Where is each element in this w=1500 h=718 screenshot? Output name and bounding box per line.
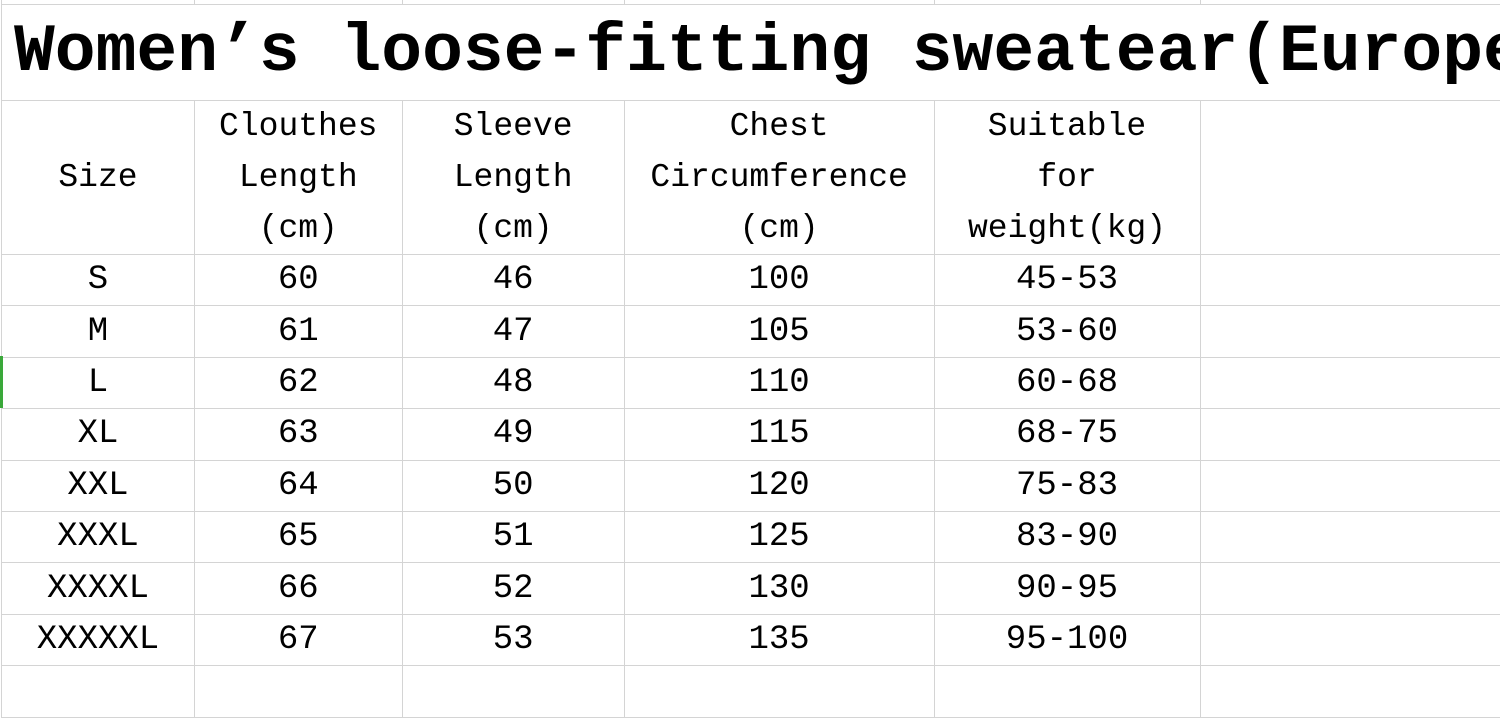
value-cell[interactable]: 46 <box>402 255 624 306</box>
value-cell[interactable]: 95-100 <box>934 614 1200 665</box>
header-line: Circumference <box>625 152 934 203</box>
value-cell[interactable]: 65 <box>194 511 402 562</box>
cell[interactable] <box>1200 614 1500 665</box>
value-cell[interactable]: 52 <box>402 563 624 614</box>
size-cell[interactable]: XXXXL <box>2 563 195 614</box>
cell[interactable] <box>1200 460 1500 511</box>
value-cell[interactable]: 100 <box>624 255 934 306</box>
value-cell[interactable]: 105 <box>624 306 934 357</box>
value-cell[interactable]: 60 <box>194 255 402 306</box>
value-cell[interactable]: 66 <box>194 563 402 614</box>
cell[interactable] <box>1200 306 1500 357</box>
value-cell[interactable]: 45-53 <box>934 255 1200 306</box>
value-cell[interactable]: 120 <box>624 460 934 511</box>
value-cell[interactable]: 61 <box>194 306 402 357</box>
value-cell[interactable]: 49 <box>402 409 624 460</box>
value-cell[interactable]: 110 <box>624 357 934 408</box>
value-cell[interactable]: 47 <box>402 306 624 357</box>
cell[interactable] <box>1200 563 1500 614</box>
header-line: (cm) <box>403 203 624 254</box>
size-cell[interactable]: S <box>2 255 195 306</box>
cell[interactable] <box>2 666 195 717</box>
size-cell[interactable]: XL <box>2 409 195 460</box>
value-cell[interactable]: 63 <box>194 409 402 460</box>
value-cell[interactable]: 125 <box>624 511 934 562</box>
value-cell[interactable]: 90-95 <box>934 563 1200 614</box>
cell[interactable] <box>1200 511 1500 562</box>
cell[interactable] <box>624 666 934 717</box>
size-cell[interactable]: XXL <box>2 460 195 511</box>
title-cell[interactable]: Women’s loose-fitting sweatear(Europe) <box>2 5 1500 101</box>
header-line: Chest <box>625 101 934 152</box>
value-cell[interactable]: 83-90 <box>934 511 1200 562</box>
size-cell[interactable]: M <box>2 306 195 357</box>
cell[interactable] <box>194 666 402 717</box>
header-line: Size <box>2 152 194 203</box>
cell[interactable] <box>1200 255 1500 306</box>
cell[interactable] <box>402 666 624 717</box>
value-cell[interactable]: 130 <box>624 563 934 614</box>
value-cell[interactable]: 50 <box>402 460 624 511</box>
value-cell[interactable]: 60-68 <box>934 357 1200 408</box>
cell[interactable] <box>1200 357 1500 408</box>
value-cell[interactable]: 75-83 <box>934 460 1200 511</box>
size-cell[interactable]: XXXXXL <box>2 614 195 665</box>
value-cell[interactable]: 135 <box>624 614 934 665</box>
cell[interactable] <box>1200 101 1500 255</box>
header-line: (cm) <box>625 203 934 254</box>
value-cell[interactable]: 48 <box>402 357 624 408</box>
header-line: Length <box>403 152 624 203</box>
header-line: Clouthes <box>195 101 402 152</box>
header-line: (cm) <box>195 203 402 254</box>
value-cell[interactable]: 62 <box>194 357 402 408</box>
cell[interactable] <box>934 666 1200 717</box>
size-cell[interactable]: XXXL <box>2 511 195 562</box>
value-cell[interactable]: 67 <box>194 614 402 665</box>
size-cell[interactable]: L <box>2 357 195 408</box>
header-line: Length <box>195 152 402 203</box>
value-cell[interactable]: 53-60 <box>934 306 1200 357</box>
header-line: Sleeve <box>403 101 624 152</box>
value-cell[interactable]: 115 <box>624 409 934 460</box>
value-cell[interactable]: 68-75 <box>934 409 1200 460</box>
value-cell[interactable]: 53 <box>402 614 624 665</box>
cell[interactable] <box>1200 666 1500 717</box>
sheet-title: Women’s loose-fitting sweatear(Europe) <box>14 14 1500 91</box>
empty-row <box>2 666 1500 717</box>
row-selection-marker <box>0 356 3 408</box>
value-cell[interactable]: 51 <box>402 511 624 562</box>
header-line: weight(kg) <box>935 203 1200 254</box>
header-line: Suitable <box>935 101 1200 152</box>
header-cell[interactable]: Size <box>2 101 195 255</box>
cell[interactable] <box>1200 409 1500 460</box>
value-cell[interactable]: 64 <box>194 460 402 511</box>
header-line: for <box>935 152 1200 203</box>
